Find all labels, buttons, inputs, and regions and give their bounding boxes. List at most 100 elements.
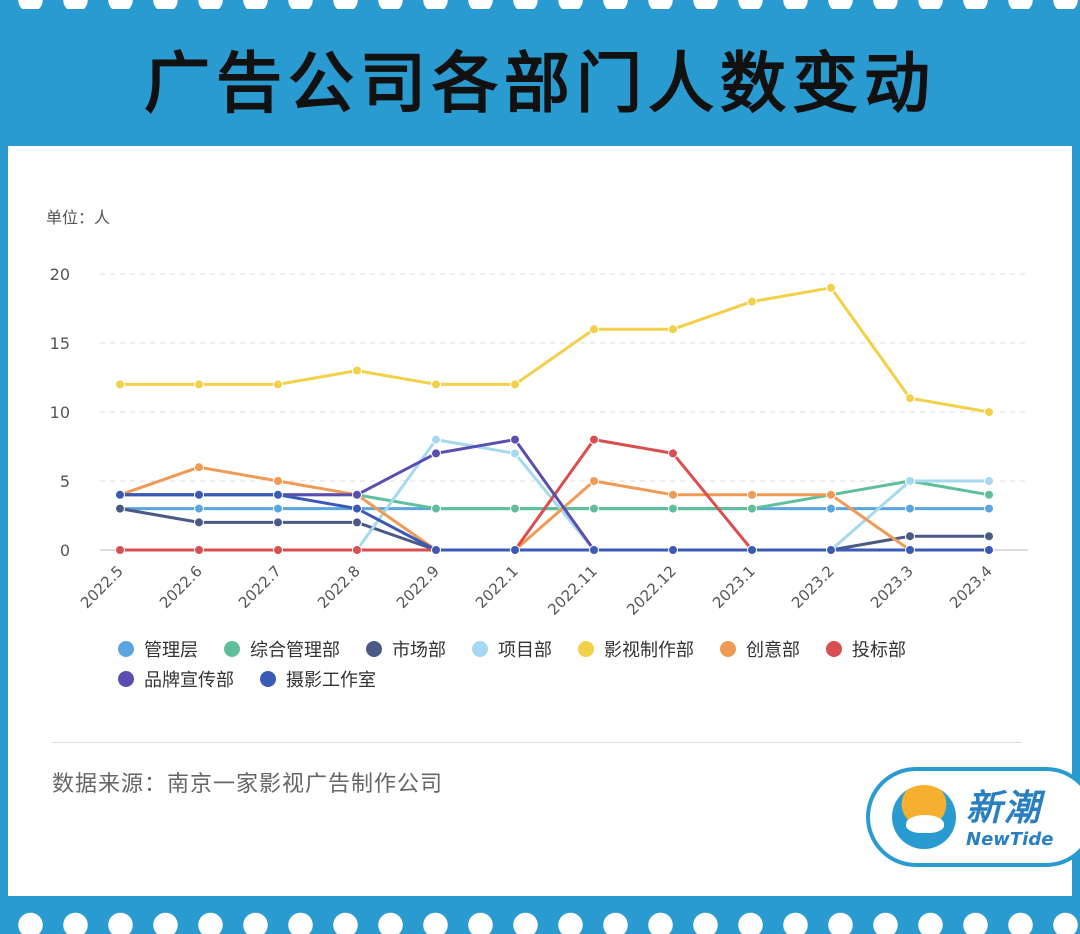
- legend-dot-icon: [826, 641, 842, 657]
- scalloped-edge-bottom: [0, 912, 1080, 934]
- legend-item: 市场部: [366, 638, 446, 661]
- data-point: [668, 448, 678, 459]
- data-point: [747, 489, 757, 500]
- data-point: [431, 448, 441, 459]
- data-point: [273, 517, 283, 528]
- data-point: [273, 503, 283, 514]
- y-tick-label: 15: [50, 334, 70, 353]
- data-point: [747, 545, 757, 555]
- data-point: [984, 531, 994, 542]
- legend-item: 投标部: [826, 638, 906, 661]
- legend-label: 投标部: [852, 640, 906, 661]
- legend-dot-icon: [118, 671, 134, 687]
- data-point: [826, 545, 836, 555]
- data-point: [352, 517, 362, 528]
- header-banner: 广告公司各部门人数变动: [8, 12, 1072, 144]
- data-point: [589, 545, 599, 555]
- legend-label: 影视制作部: [604, 640, 694, 661]
- data-point: [431, 503, 441, 514]
- unit-label: 单位：人: [46, 208, 111, 227]
- data-point: [510, 545, 520, 555]
- data-point: [668, 545, 678, 555]
- data-point: [510, 434, 520, 445]
- data-point: [510, 379, 520, 390]
- wave-emblem-icon: [892, 785, 956, 849]
- data-point: [905, 393, 915, 404]
- data-point: [352, 489, 362, 500]
- x-tick-label: 2022.9: [393, 562, 443, 612]
- divider: [52, 742, 1022, 743]
- legend-dot-icon: [472, 641, 488, 657]
- legend-label: 管理层: [144, 640, 198, 661]
- legend-label: 摄影工作室: [286, 670, 376, 691]
- data-point: [589, 503, 599, 514]
- data-point: [984, 489, 994, 500]
- data-point: [826, 503, 836, 514]
- legend-dot-icon: [366, 641, 382, 657]
- data-point: [510, 448, 520, 459]
- data-point: [352, 503, 362, 514]
- x-tick-label: 2023.1: [709, 562, 759, 612]
- x-tick-label: 2022.5: [77, 562, 127, 612]
- data-point: [589, 324, 599, 335]
- data-point: [115, 503, 125, 514]
- data-point: [273, 489, 283, 500]
- data-point: [589, 476, 599, 486]
- data-point: [589, 434, 599, 445]
- data-point: [115, 545, 125, 555]
- legend-label: 市场部: [392, 640, 446, 661]
- line-chart: 0 5 10 15 20 2022.5 2022.6 2022.7 2022.8 2022.9 20…: [50, 265, 1028, 619]
- legend-item: 创意部: [720, 638, 800, 661]
- legend-item: 管理层: [118, 638, 198, 661]
- data-point: [194, 489, 204, 500]
- legend-dot-icon: [578, 641, 594, 657]
- data-point: [194, 503, 204, 514]
- data-point: [905, 476, 915, 486]
- legend-label: 品牌宣传部: [144, 670, 234, 691]
- series-line-5: [118, 286, 991, 414]
- data-point: [984, 503, 994, 514]
- x-tick-label: 2023.2: [788, 562, 838, 612]
- x-tick-label: 2022.7: [235, 562, 285, 612]
- legend-label: 项目部: [498, 640, 552, 661]
- logo-text-cn: 新潮: [966, 788, 1043, 829]
- x-tick-label: 2023.3: [867, 562, 917, 612]
- data-point: [510, 503, 520, 514]
- data-point: [273, 379, 283, 390]
- page-title: 广告公司各部门人数变动: [144, 45, 936, 122]
- legend-dot-icon: [720, 641, 736, 657]
- legend-item: 摄影工作室: [260, 668, 376, 691]
- data-point: [194, 462, 204, 473]
- data-point: [431, 434, 441, 445]
- x-tick-label: 2022.11: [544, 562, 601, 619]
- y-tick-label: 5: [60, 472, 70, 491]
- data-point: [668, 503, 678, 514]
- x-tick-label: 2022.6: [156, 562, 206, 612]
- scalloped-edge-top: [0, 0, 1080, 9]
- data-point: [352, 545, 362, 555]
- x-tick-label: 2022.1: [472, 562, 522, 612]
- data-point: [352, 365, 362, 376]
- data-point: [984, 545, 994, 555]
- legend-dot-icon: [224, 641, 240, 657]
- data-point: [668, 489, 678, 500]
- chart-legend: 管理层 综合管理部 市场部 项目部 影视制作部 创意部 投标部 品牌宣传部 摄影工作室: [118, 638, 998, 691]
- data-point: [115, 379, 125, 390]
- series-line-9: [118, 493, 991, 552]
- data-point: [115, 489, 125, 500]
- data-point: [194, 517, 204, 528]
- y-tick-label: 20: [50, 265, 70, 284]
- data-point: [431, 545, 441, 555]
- data-point: [984, 476, 994, 486]
- data-point: [826, 282, 836, 293]
- data-point: [273, 545, 283, 555]
- x-tick-label: 2023.4: [946, 562, 996, 612]
- data-point: [747, 503, 757, 514]
- data-source: 数据来源：南京一家影视广告制作公司: [52, 772, 444, 797]
- data-point: [194, 545, 204, 555]
- data-point: [905, 545, 915, 555]
- data-point: [905, 503, 915, 514]
- logo-text-en: NewTide: [966, 829, 1054, 850]
- legend-label: 创意部: [746, 640, 800, 661]
